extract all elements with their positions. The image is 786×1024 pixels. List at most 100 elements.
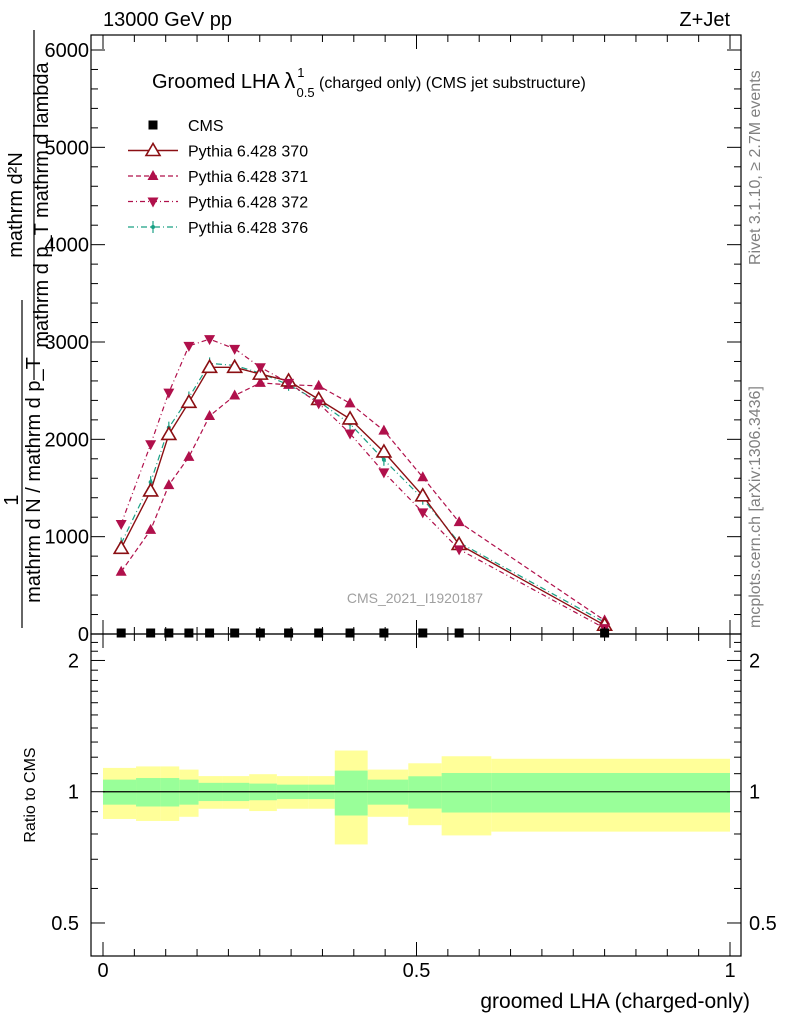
series-marker — [453, 545, 465, 556]
analysis-watermark: CMS_2021_I1920187 — [347, 590, 483, 606]
series-marker — [313, 399, 325, 410]
series-marker — [417, 471, 429, 482]
data-marker — [255, 628, 265, 638]
series-marker — [204, 409, 216, 420]
series-marker — [145, 523, 157, 534]
legend-item: Pythia 6.428 370 — [128, 141, 308, 161]
x-axis-label: groomed LHA (charged-only) — [480, 990, 750, 1013]
series-marker — [163, 479, 175, 490]
process-label: Z+Jet — [679, 9, 730, 31]
plot-title-rest: (charged only) (CMS jet substructure) — [315, 75, 586, 92]
ylabel-one: 1 — [1, 494, 23, 505]
ratio-tick-label: 2 — [68, 650, 79, 672]
ratio-band-inner — [491, 772, 730, 813]
legend-label: Pythia 6.428 370 — [188, 144, 308, 161]
series-line — [120, 366, 605, 626]
legend-item: Pythia 6.428 376 — [128, 220, 308, 237]
main-plot: 0 1000 2000 3000 4000 5000 6000 — [45, 34, 742, 956]
series-marker — [151, 225, 155, 229]
data-marker — [164, 628, 174, 638]
series-marker — [254, 363, 266, 374]
legend-label: CMS — [188, 118, 224, 135]
plot-title-main: Groomed LHA — [152, 71, 284, 93]
series-marker — [160, 425, 178, 441]
series-marker — [453, 516, 465, 527]
series-marker — [414, 487, 432, 502]
y-tick-label: 1000 — [45, 527, 90, 549]
ratio-band-inner — [441, 772, 492, 813]
ylabel-numerator-2: mathrm d N / mathrm d p_T — [23, 357, 45, 603]
legend-label: Pythia 6.428 376 — [188, 220, 308, 237]
series-marker — [283, 378, 295, 389]
ratio-plot: 0 0.5 1 0.5 0.5 1 1 2 2 — [51, 35, 777, 982]
legend-item: Pythia 6.428 371 — [128, 169, 308, 186]
series-marker — [115, 565, 127, 576]
ylabel-numerator: mathrm d²N — [5, 152, 27, 258]
series-marker — [254, 376, 266, 387]
y-tick-label: 5000 — [45, 137, 90, 159]
series-marker — [180, 393, 198, 409]
ratio-band-inner — [334, 770, 368, 816]
data-marker — [284, 628, 294, 638]
data-marker — [148, 120, 158, 130]
series-376 — [119, 357, 607, 629]
series-marker — [204, 335, 216, 346]
legend-label: Pythia 6.428 371 — [188, 169, 308, 186]
series-marker — [344, 429, 356, 440]
series-marker — [163, 388, 175, 399]
data-marker — [454, 628, 464, 638]
series-marker — [229, 344, 241, 355]
series-marker — [144, 141, 162, 157]
data-marker — [116, 628, 126, 638]
series-cms — [116, 628, 610, 638]
series-marker — [344, 397, 356, 408]
series-marker — [142, 482, 160, 497]
ylabel-denominator: mathrm d p_T mathrm d lambda — [31, 61, 53, 347]
y-tick-label: 6000 — [45, 40, 90, 62]
ratio-tick-label-right: 1 — [749, 782, 760, 804]
data-marker — [418, 628, 428, 638]
series-marker — [183, 341, 195, 352]
ratio-tick-label-right: 0.5 — [749, 913, 777, 935]
series-marker — [148, 480, 153, 485]
series-marker — [226, 358, 244, 374]
data-marker — [379, 628, 389, 638]
data-marker — [184, 628, 194, 638]
ratio-frame-border — [90, 633, 742, 957]
series-marker — [145, 440, 157, 451]
legend-label: Pythia 6.428 372 — [188, 195, 308, 212]
data-marker — [345, 628, 355, 638]
plot-title-lambda: λ — [284, 68, 295, 93]
series-marker — [147, 197, 159, 208]
plot-title-sub: 0.5 — [297, 85, 315, 100]
series-line — [120, 338, 605, 629]
data-marker — [205, 628, 215, 638]
rivet-label: Rivet 3.1.10, ≥ 2.7M events — [747, 70, 764, 265]
series-marker — [183, 450, 195, 461]
series-marker — [201, 358, 218, 374]
series-marker — [112, 539, 130, 555]
series-marker — [381, 457, 386, 462]
series-372 — [115, 335, 611, 635]
series-marker — [378, 424, 390, 435]
ratio-ylabel: Ratio to CMS — [22, 747, 39, 842]
y-tick-label: 4000 — [45, 235, 90, 257]
plot-title: Groomed LHA λ 1 0.5 (charged only) (CMS je… — [152, 65, 586, 100]
legend-item: CMS — [148, 118, 224, 135]
series-marker — [147, 170, 159, 180]
series-marker — [115, 520, 127, 531]
x-tick-label: 1 — [724, 960, 735, 982]
series-marker — [229, 389, 241, 400]
series-marker — [341, 410, 359, 425]
collision-label: 13000 GeV pp — [103, 9, 232, 31]
series-line — [120, 382, 605, 621]
x-tick-label: 0.5 — [403, 960, 431, 982]
ratio-band-inner — [408, 776, 442, 809]
data-marker — [146, 628, 156, 638]
series-marker — [313, 379, 325, 390]
legend-item: Pythia 6.428 372 — [128, 195, 308, 212]
legend: CMS Pythia 6.428 370 Pythia 6.428 371 Pythi… — [128, 118, 308, 237]
data-marker — [314, 628, 324, 638]
y-tick-label: 2000 — [45, 429, 90, 451]
